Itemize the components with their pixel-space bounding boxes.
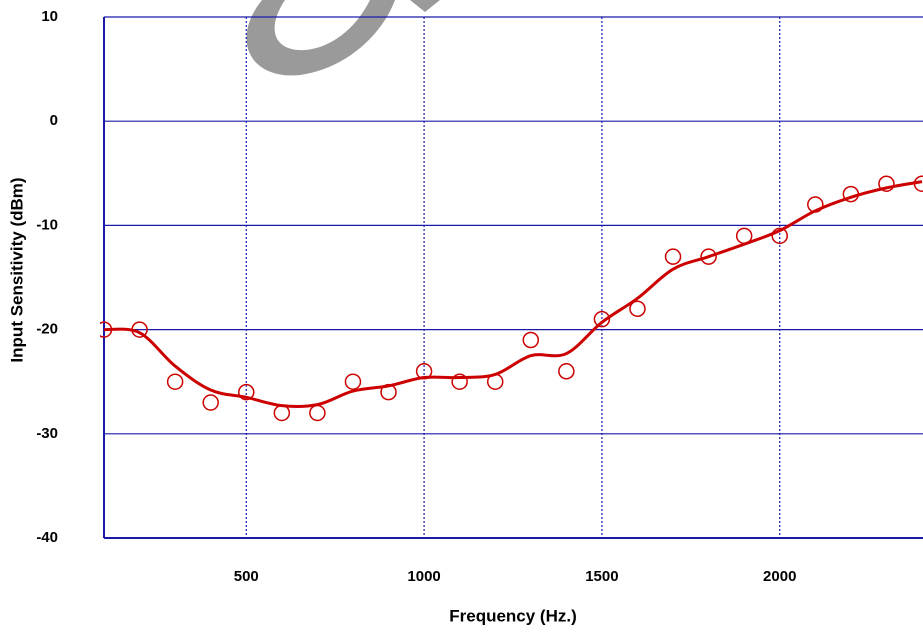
y-tick-label: -20 — [36, 321, 58, 338]
data-point — [273, 404, 291, 422]
x-tick-label: 1000 — [407, 568, 440, 585]
data-point — [629, 300, 646, 318]
data-layer — [100, 175, 923, 422]
data-point — [202, 394, 219, 411]
y-tick-label: 10 — [41, 8, 58, 25]
x-tick-label: 1500 — [585, 568, 618, 585]
y-axis-title: Input Sensitivity (dBm) — [7, 177, 26, 362]
plot-area — [100, 16, 923, 539]
data-point — [593, 310, 611, 328]
fit-line — [103, 180, 923, 409]
data-point — [771, 227, 788, 245]
watermark — [410, 0, 440, 12]
y-tick-label: 0 — [50, 112, 58, 129]
data-point — [238, 383, 255, 401]
x-tick-label: 500 — [234, 568, 259, 585]
data-point — [522, 331, 540, 349]
data-point — [166, 373, 184, 390]
watermark — [246, 0, 395, 76]
data-point — [451, 373, 468, 390]
data-point — [309, 404, 326, 422]
y-tick-label: -30 — [36, 425, 58, 442]
x-axis-title: Frequency (Hz.) — [449, 606, 577, 625]
x-tick-label: 2000 — [763, 568, 796, 585]
data-point — [878, 175, 895, 192]
data-point — [344, 373, 362, 390]
data-point — [558, 363, 575, 380]
data-point — [700, 248, 717, 265]
y-tick-label: -40 — [36, 529, 58, 546]
data-point — [664, 248, 682, 265]
y-tick-label: -10 — [36, 216, 58, 233]
